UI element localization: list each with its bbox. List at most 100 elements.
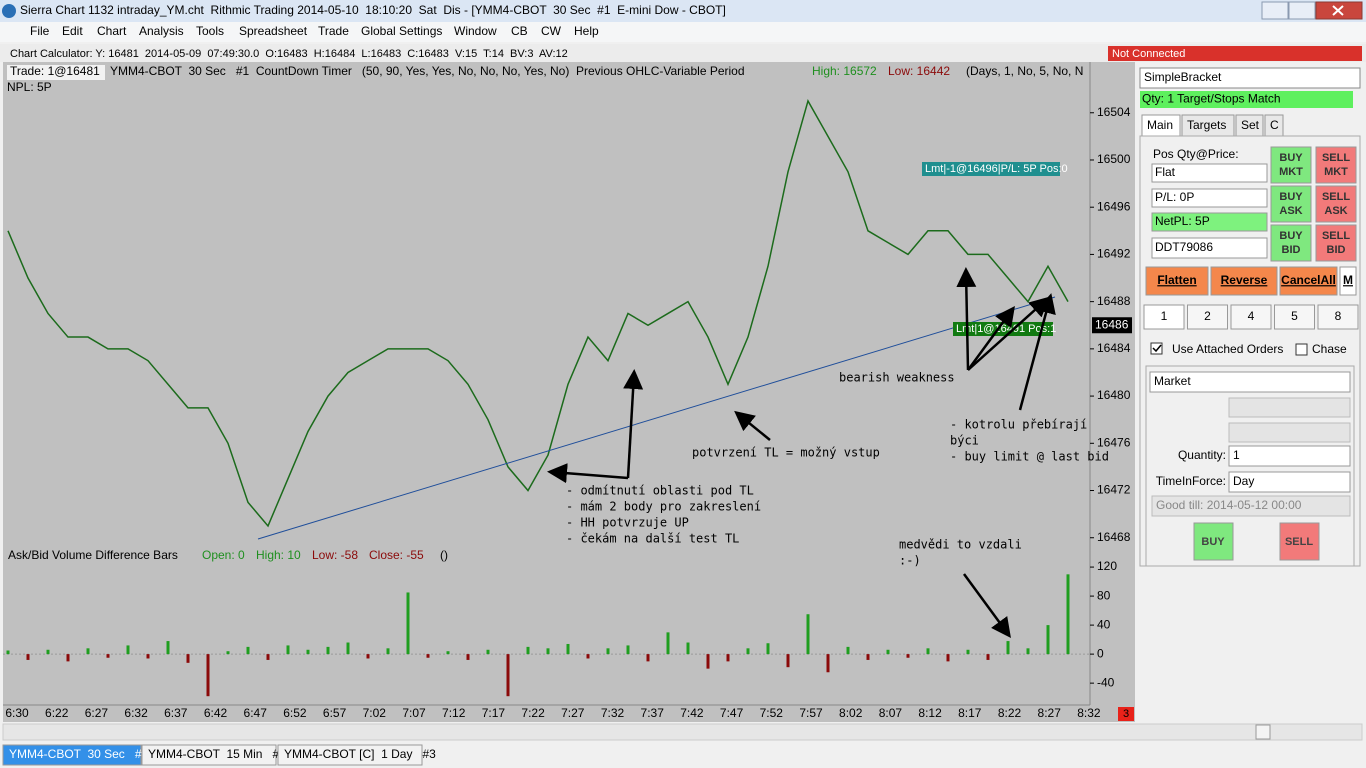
attached-checkbox[interactable] [1150,342,1163,355]
order-button[interactable] [1315,224,1357,262]
order-button[interactable] [1315,185,1357,223]
qty-button[interactable] [1230,304,1272,330]
menu-item[interactable]: Global Settings [361,24,442,38]
volume-bar [286,645,290,655]
menu-item[interactable]: CB [511,24,528,38]
annotation: - kotrolu přebírají [950,418,1087,432]
menu-item[interactable]: Chart [97,24,127,38]
qty-button[interactable] [1317,304,1359,330]
chart-tab[interactable] [2,744,142,766]
order-button-label: ASK [1324,205,1347,217]
annotation: potvrzení TL = možný vstup [692,446,880,460]
annotation: - odmítnutí oblasti pod TL [566,484,754,498]
x-tick-label: 6:52 [283,706,307,720]
buy-button[interactable] [1193,522,1234,561]
action-button[interactable] [1339,266,1357,296]
chart-tab[interactable] [277,744,423,766]
axis-badge: 3 [1123,708,1129,720]
y-tick-label: 16500 [1097,152,1131,166]
annotation: - HH potvrzuje UP [566,516,689,530]
volume-bar [386,648,390,655]
trend-line [257,296,1056,540]
quantity: 1 [1233,448,1240,462]
account: DDT79086 [1155,240,1213,254]
pl: P/L: 0P [1155,190,1194,204]
scrollbar[interactable] [2,723,1363,741]
strategy-select[interactable] [1139,67,1361,89]
arrow [547,463,629,484]
app-icon [2,4,16,18]
menu-item[interactable]: File [30,24,50,38]
qty-button[interactable] [1143,304,1185,330]
panel-tab-label: Set [1241,118,1260,132]
chart-area [3,62,1135,722]
menu-item[interactable]: Trade [318,24,349,38]
volume-bar [506,654,510,697]
x-tick-label: 7:12 [442,706,466,720]
good-till: Good till: 2014-05-12 00:00 [1156,498,1302,512]
annotation: bearish weakness [839,371,955,385]
order-button[interactable] [1270,224,1312,262]
x-tick-label: 6:37 [164,706,188,720]
sell: SELL [1285,536,1313,548]
menu-item[interactable]: CW [541,24,562,38]
menu-item[interactable]: Window [454,24,497,38]
y-tick-label: 16472 [1097,483,1131,497]
status-bar [0,44,1366,62]
x-tick-label: 7:47 [720,706,744,720]
study-params: (Days, 1, No, 5, No, N [966,64,1083,78]
volume-bar [546,648,550,655]
entry-order-box[interactable] [953,322,1053,336]
volume-bar [1046,625,1050,655]
qty-label: 4 [1248,309,1255,323]
volume-bar [66,654,70,662]
volume-bar [606,648,610,655]
action-button[interactable] [1279,266,1338,296]
minimize[interactable] [1261,1,1289,20]
volume-bar [646,654,650,662]
sell-button[interactable] [1279,522,1320,561]
action-button[interactable] [1210,266,1278,296]
menu-item[interactable]: Edit [62,24,83,38]
volume-bar [686,642,690,655]
volume-bar [866,654,870,660]
menu-item[interactable]: Spreadsheet [239,24,308,38]
action-button[interactable] [1145,266,1209,296]
order-button[interactable] [1270,185,1312,223]
scroll-thumb[interactable] [1255,724,1271,740]
volume-bar [726,654,730,662]
volume-bar [206,654,210,697]
y-tick-label: 16480 [1097,388,1131,402]
price-field [1228,422,1351,443]
qty-label: 5 [1291,309,1298,323]
account-select[interactable] [1151,237,1268,259]
x-tick-label: 8:17 [958,706,982,720]
order-button[interactable] [1315,146,1357,184]
target-order-box[interactable] [922,162,1060,176]
volume-bar [466,654,470,660]
chart-tab[interactable] [141,744,277,766]
chase-checkbox[interactable] [1295,343,1308,356]
volume-bar [966,649,970,655]
volume-bar [326,646,330,655]
menu-bar [0,22,1366,42]
qty-button[interactable] [1187,304,1228,330]
trade-box [7,65,105,80]
volume-bar [886,649,890,655]
order-type-select[interactable] [1149,371,1351,393]
y-tick-label: 16488 [1097,294,1131,308]
maximize[interactable] [1288,1,1316,20]
order-button[interactable] [1270,146,1312,184]
qty-button[interactable] [1274,304,1315,330]
volume-bar [926,648,930,655]
action-label: CancelAll [1281,273,1336,287]
trade: Trade: 1@16481 [10,64,100,78]
menu-item[interactable]: Tools [196,24,224,38]
quantity-field[interactable] [1228,445,1351,467]
volume-bar [106,654,110,658]
menu-item[interactable]: Analysis [139,24,184,38]
menu-item[interactable]: Help [574,24,599,38]
qty-label: 2 [1204,309,1211,323]
tif-select[interactable] [1228,471,1351,493]
volume-close: Close: -55 [369,548,424,562]
